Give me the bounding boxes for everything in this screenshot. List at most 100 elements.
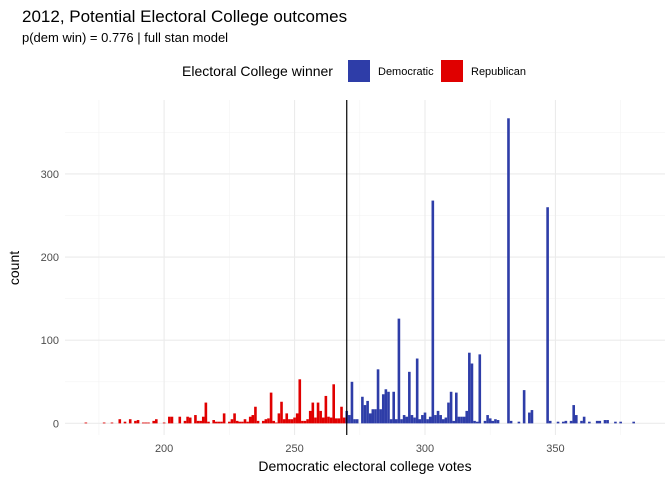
bar-republican	[84, 422, 88, 424]
bar-democratic	[632, 421, 635, 424]
bar-democratic	[428, 416, 432, 424]
bar-republican	[256, 420, 260, 424]
bar-democratic	[564, 420, 568, 424]
bar-republican	[272, 420, 275, 424]
bar-republican	[186, 416, 189, 424]
chart-subtitle: p(dem win) = 0.776 | full stan model	[22, 30, 228, 45]
bar-democratic	[392, 391, 395, 424]
bar-democratic	[376, 369, 380, 424]
bar-republican	[277, 413, 281, 424]
bar-democratic	[460, 416, 463, 424]
bar-republican	[201, 416, 205, 424]
bar-republican	[141, 422, 145, 424]
bar-democratic	[569, 420, 573, 424]
bar-republican	[110, 422, 114, 424]
bar-republican	[128, 419, 132, 424]
bar-republican	[290, 419, 294, 424]
bar-democratic	[389, 419, 393, 424]
bar-republican	[295, 413, 299, 424]
bar-republican	[327, 416, 330, 424]
x-axis: 200 250 300 350	[155, 443, 565, 455]
bar-democratic	[507, 118, 510, 424]
bar-republican	[162, 422, 166, 424]
bar-republican	[199, 420, 202, 424]
x-axis-title: Democratic electoral college votes	[258, 458, 471, 474]
legend-key-republican	[441, 60, 463, 82]
bar-democratic	[582, 416, 586, 424]
bar-republican	[147, 422, 150, 424]
bar-democratic	[421, 415, 424, 424]
bar-republican	[342, 417, 346, 424]
bar-democratic	[363, 405, 367, 424]
bar-republican	[152, 420, 155, 424]
bar-democratic	[441, 419, 445, 424]
bar-democratic	[452, 420, 455, 424]
bar-democratic	[350, 381, 354, 424]
bar-republican	[134, 420, 137, 424]
legend-key-democratic	[348, 60, 370, 82]
bar-democratic	[478, 354, 482, 424]
bar-republican	[220, 421, 223, 424]
bar-republican	[324, 395, 328, 424]
bar-democratic	[494, 419, 497, 424]
bar-republican	[178, 416, 182, 424]
bar-republican	[267, 418, 270, 424]
bar-democratic	[426, 419, 429, 424]
bar-democratic	[457, 416, 461, 424]
bar-democratic	[468, 352, 471, 424]
bar-democratic	[413, 417, 416, 424]
bar-democratic	[381, 394, 385, 424]
bar-democratic	[486, 415, 489, 424]
bar-democratic	[483, 420, 487, 424]
bar-democratic	[462, 416, 466, 424]
bar-democratic	[603, 420, 607, 424]
bar-democratic	[614, 421, 617, 424]
bar-republican	[241, 421, 244, 424]
bar-democratic	[530, 410, 534, 424]
x-tick-label: 350	[546, 443, 564, 455]
bar-democratic	[434, 415, 437, 424]
bar-democratic	[379, 409, 382, 424]
legend: Electoral College winner Democratic Repu…	[182, 60, 526, 82]
bar-democratic	[408, 371, 411, 424]
legend-title: Electoral College winner	[182, 63, 333, 79]
legend-label-democratic: Democratic	[378, 66, 434, 78]
bar-democratic	[465, 410, 469, 424]
bar-democratic	[436, 410, 440, 424]
bars	[84, 118, 635, 424]
bar-democratic	[410, 415, 414, 424]
bar-republican	[217, 421, 221, 424]
bar-republican	[303, 420, 307, 424]
bar-republican	[275, 422, 278, 424]
grid	[65, 100, 665, 435]
bar-democratic	[405, 416, 409, 424]
bar-republican	[337, 418, 341, 424]
y-tick-label: 200	[41, 252, 59, 264]
bar-republican	[254, 406, 257, 424]
bar-democratic	[374, 409, 377, 424]
bar-democratic	[418, 419, 422, 424]
bar-democratic	[395, 419, 398, 424]
bar-democratic	[588, 421, 591, 424]
x-tick-label: 250	[285, 443, 303, 455]
bar-republican	[298, 379, 302, 424]
bar-democratic	[517, 421, 521, 424]
bar-republican	[170, 416, 174, 424]
bar-republican	[204, 402, 208, 424]
x-tick-label: 300	[416, 443, 434, 455]
bar-democratic	[439, 415, 442, 424]
bar-democratic	[470, 363, 474, 424]
bar-republican	[196, 420, 200, 424]
bar-republican	[335, 418, 338, 424]
bar-democratic	[556, 421, 560, 424]
bar-democratic	[387, 391, 390, 424]
bar-republican	[235, 420, 239, 424]
bar-republican	[212, 420, 215, 424]
bar-republican	[280, 401, 283, 424]
chart-title: 2012, Potential Electoral College outcom…	[22, 7, 347, 26]
bar-democratic	[619, 421, 622, 424]
bar-democratic	[548, 420, 552, 424]
bar-democratic	[491, 420, 495, 424]
bar-republican	[269, 392, 273, 424]
